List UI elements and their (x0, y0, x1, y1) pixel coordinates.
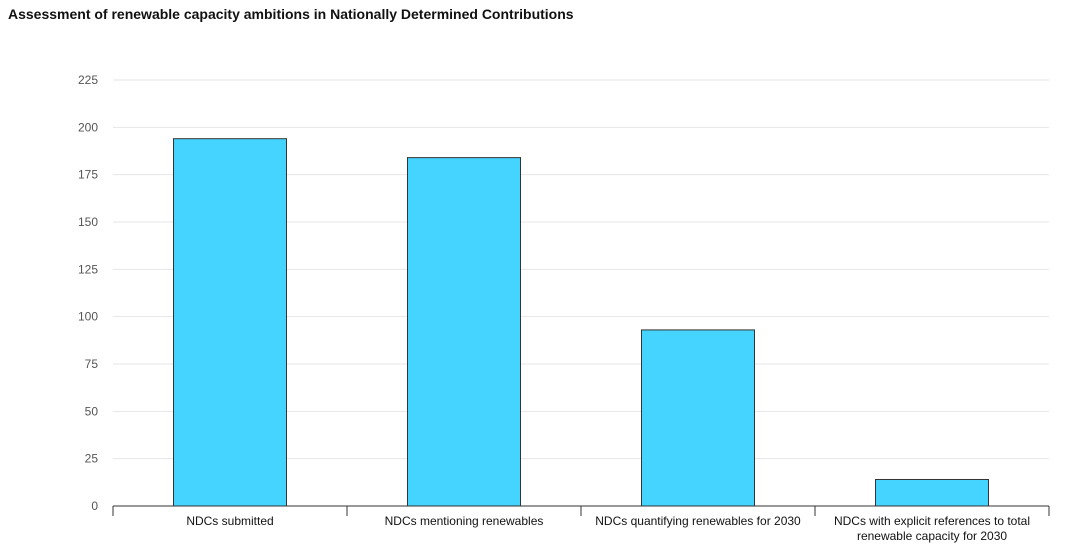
bar (407, 157, 521, 507)
x-axis: NDCs submitted NDCs mentioning renewables… (112, 505, 1050, 543)
gridlines (113, 79, 1049, 460)
y-tick-label: 175 (78, 168, 98, 182)
x-category-label: NDCs submitted (186, 514, 273, 528)
chart-title: Assessment of renewable capacity ambitio… (8, 6, 574, 22)
bars (173, 138, 989, 507)
y-tick-label: 25 (85, 452, 99, 466)
x-category-label: NDCs with explicit references to total re… (834, 514, 1030, 543)
y-tick-label: 100 (78, 310, 98, 324)
y-tick-label: 125 (78, 262, 98, 276)
x-category-label: NDCs mentioning renewables (385, 514, 544, 528)
y-tick-label: 75 (85, 357, 99, 371)
bar (641, 329, 755, 507)
y-tick-label: 150 (78, 215, 98, 229)
y-tick-label: 200 (78, 120, 98, 134)
x-category-label: NDCs quantifying renewables for 2030 (595, 514, 801, 528)
y-axis-ticks: 0 25 50 75 100 125 150 175 200 225 (78, 73, 98, 513)
y-tick-label: 225 (78, 73, 98, 87)
y-tick-label: 0 (91, 499, 98, 513)
bar (875, 478, 989, 507)
y-tick-label: 50 (85, 404, 99, 418)
bar (173, 138, 287, 507)
